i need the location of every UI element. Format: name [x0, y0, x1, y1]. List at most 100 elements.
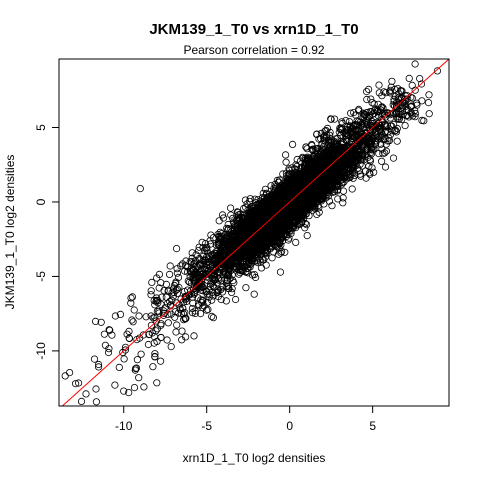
data-point: [242, 268, 250, 276]
data-point: [144, 340, 152, 349]
data-point: [339, 194, 347, 202]
data-point: [188, 249, 196, 257]
data-point: [130, 306, 138, 314]
data-point: [129, 318, 137, 326]
data-point: [172, 328, 180, 336]
data-point: [163, 336, 171, 344]
data-point: [254, 258, 262, 267]
data-point: [179, 310, 188, 318]
data-point: [232, 295, 240, 304]
data-point: [240, 204, 248, 213]
data-point: [246, 195, 254, 203]
data-point: [330, 115, 339, 123]
data-point: [227, 211, 235, 219]
points-layer: [61, 60, 441, 406]
data-point: [242, 284, 250, 292]
data-point: [153, 325, 161, 333]
data-point: [281, 151, 290, 159]
data-point: [315, 208, 323, 216]
data-point: [281, 248, 289, 256]
data-point: [268, 254, 276, 262]
data-point: [111, 312, 120, 320]
data-point: [303, 232, 311, 240]
data-point: [92, 398, 101, 406]
data-point: [188, 265, 196, 273]
data-point: [230, 278, 238, 287]
x-axis-label: xrn1D_1_T0 log2 densities: [183, 451, 326, 465]
data-point: [388, 77, 396, 85]
data-point: [362, 174, 370, 182]
data-point: [151, 353, 159, 361]
data-point: [151, 313, 159, 321]
data-point: [250, 290, 258, 298]
data-point: [411, 60, 419, 68]
data-point: [370, 168, 378, 176]
data-point: [257, 264, 266, 272]
data-point: [162, 280, 170, 288]
data-point: [362, 167, 370, 175]
data-point: [100, 330, 109, 338]
data-point: [424, 99, 433, 107]
data-point: [381, 163, 390, 171]
data-point: [152, 327, 160, 335]
data-point: [121, 343, 130, 351]
data-point: [408, 81, 416, 90]
data-point: [125, 334, 133, 342]
data-point: [288, 140, 297, 148]
data-point: [164, 319, 172, 327]
data-point: [147, 287, 155, 295]
data-point: [228, 271, 236, 279]
data-point: [128, 293, 136, 301]
data-point: [66, 368, 74, 377]
data-point: [339, 199, 347, 207]
data-point: [77, 397, 86, 405]
data-point: [101, 341, 110, 349]
data-point: [149, 363, 157, 371]
data-point: [128, 316, 136, 324]
data-point: [120, 355, 128, 363]
data-point: [157, 357, 165, 365]
data-point: [209, 314, 217, 322]
data-point: [425, 91, 433, 99]
data-point: [111, 381, 119, 389]
data-point: [173, 285, 181, 293]
data-point: [176, 304, 184, 312]
data-point: [153, 274, 161, 282]
data-point: [61, 372, 69, 380]
data-point: [157, 333, 165, 342]
data-point: [292, 238, 300, 246]
data-point: [115, 363, 123, 371]
data-point: [259, 189, 267, 197]
data-point: [173, 321, 181, 329]
data-point: [208, 312, 216, 320]
data-point: [127, 294, 135, 302]
data-point: [313, 210, 321, 218]
data-point: [328, 202, 336, 210]
data-point: [228, 288, 236, 296]
data-point: [261, 185, 269, 193]
data-point: [207, 231, 215, 239]
data-point: [130, 383, 139, 392]
data-point: [200, 261, 208, 269]
data-point: [153, 307, 161, 315]
chart-title: JKM139_1_T0 vs xrn1D_1_T0: [149, 21, 358, 38]
data-point: [105, 345, 113, 353]
data-point: [217, 285, 225, 294]
data-point: [148, 278, 156, 286]
data-point: [95, 360, 103, 369]
data-point: [204, 305, 212, 314]
chart-subtitle: Pearson correlation = 0.92: [183, 43, 324, 57]
data-point: [276, 268, 285, 276]
data-point: [194, 294, 202, 302]
data-point: [314, 144, 322, 153]
data-point: [95, 363, 103, 371]
data-point: [190, 332, 198, 340]
data-point: [357, 172, 365, 180]
data-point: [167, 342, 175, 351]
data-point: [246, 260, 254, 269]
y-axis-label: JKM139_1_T0 log2 densities: [3, 155, 17, 310]
data-point: [92, 385, 100, 393]
data-point: [279, 170, 287, 178]
data-point: [203, 246, 211, 254]
